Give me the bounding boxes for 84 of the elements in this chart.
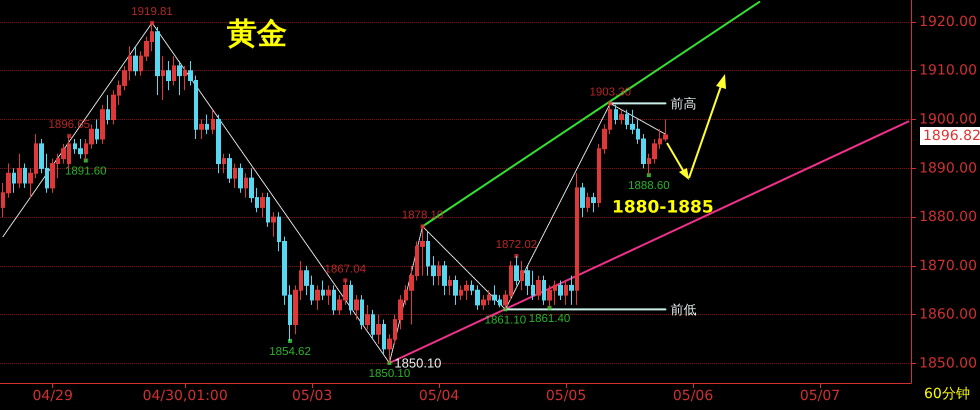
candlestick [166,60,171,91]
candlestick [315,284,320,310]
x-tick-label: 05/03 [292,388,332,404]
candlestick [100,104,105,144]
candlestick [365,304,370,330]
candlestick [133,46,138,76]
candlestick [233,162,237,188]
candlestick [12,168,16,194]
data-label: 前高 [670,96,696,111]
candlestick [177,60,182,96]
candlestick [155,26,160,96]
x-tick-label: 04/30,01:00 [142,388,228,404]
candlestick [564,280,568,306]
data-label: 前低 [670,302,696,317]
candlestick [227,153,232,184]
candlestick [591,192,596,213]
candlestick [17,153,22,188]
data-label: 1861.10 [484,314,526,326]
candlestick [448,275,452,296]
candlestick [349,280,353,316]
y-tick-label: 1910.00 [919,62,978,79]
text: 1896.82 [923,128,980,144]
candlestick [382,319,386,354]
candlestick [614,104,618,125]
candlestick [536,275,541,301]
candlestick [95,119,99,144]
data-label: 1919.81 [131,6,173,18]
x-tick-label: 04/29 [32,388,73,404]
candlestick [222,153,226,174]
candlestick [244,172,248,198]
data-label: 1891.60 [65,166,107,178]
data-label: 1861.40 [528,312,570,325]
candlestick [238,162,243,194]
candlestick [437,260,441,286]
candlestick [575,172,579,306]
candlestick [199,119,204,140]
candlestick [161,56,165,101]
x-tick-label: 05/06 [672,388,714,404]
annotation: 1880-1885 [612,198,714,218]
data-label: 1850.10 [394,355,442,370]
data-label: 1850.10 [368,368,410,380]
candlestick [442,260,447,296]
candlestick [558,280,563,301]
data-label: 1888.60 [628,180,670,192]
candlestick [205,114,209,135]
candlestick [580,182,585,218]
y-tick-label: 1890.00 [919,160,978,176]
text: 黄金 [227,16,287,52]
candlestick [354,294,359,320]
text: 60分钟 [924,386,970,402]
candlestick [514,256,519,286]
data-label: 1867.04 [324,263,367,276]
candlestick [326,284,331,306]
candlestick [211,109,215,135]
y-tick-label: 1880.00 [919,209,978,226]
y-tick-label: 1920.00 [919,14,978,30]
candlestick [371,309,375,340]
x-tick-label: 05/05 [546,388,586,404]
candlestick [569,275,574,306]
candlestick [376,314,381,344]
y-tick-label: 1870.00 [919,258,978,274]
candlestick [520,260,524,291]
candlestick [586,192,590,213]
candlestick [183,65,187,91]
candlestick [23,162,27,188]
x-tick-label: 05/07 [800,388,840,404]
candlestick [321,280,325,301]
candlestick [106,94,110,125]
candlestick [172,56,176,86]
y-tick-label: 1860.00 [919,306,978,323]
data-label: 1854.62 [269,346,311,358]
candlestick [542,275,546,306]
candlestick [266,192,270,228]
candlestick [216,114,221,174]
candlestick [360,294,364,330]
candlestick [619,109,624,125]
data-label: 1872.02 [496,239,538,252]
candlestick [453,275,458,306]
candlestick [260,192,265,218]
x-tick-label: 05/04 [418,388,460,404]
candlestick [271,212,276,238]
candlestick [332,284,336,316]
y-tick-label: 1900.00 [919,112,978,128]
y-tick-label: 1850.00 [919,355,978,372]
